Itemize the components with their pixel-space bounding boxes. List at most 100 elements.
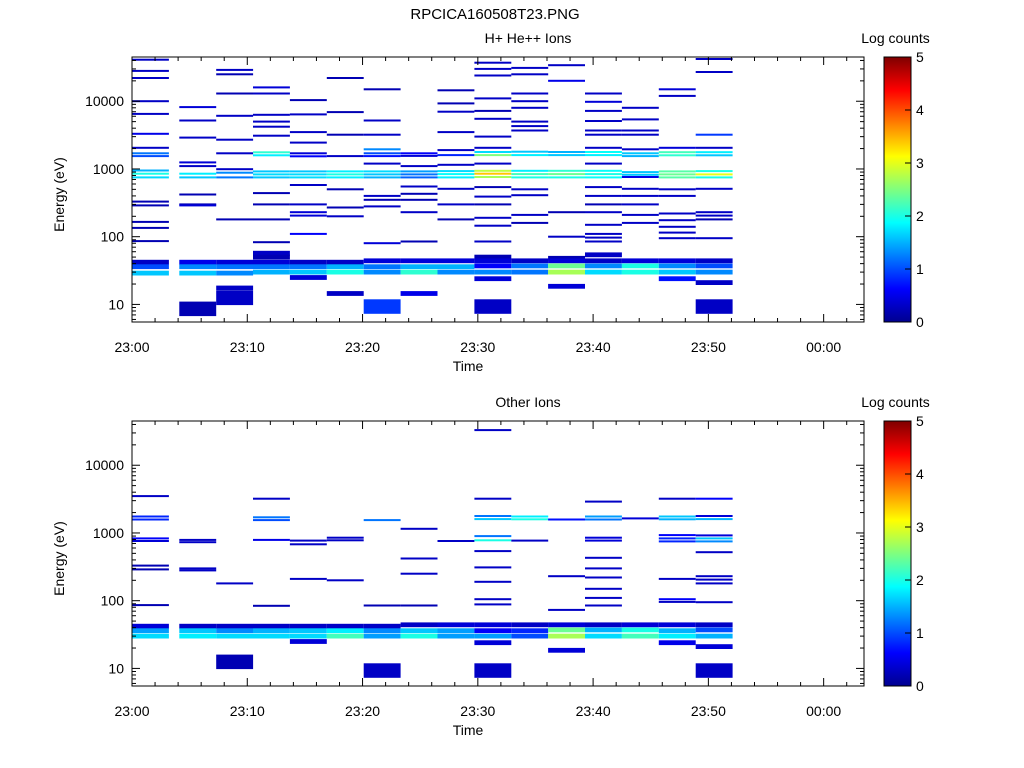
- heatmap-cell: [658, 622, 696, 628]
- heatmap-cell: [253, 218, 290, 221]
- heatmap-cell: [585, 100, 622, 103]
- heatmap-cell: [363, 176, 401, 179]
- colorbar-tick-label: 1: [916, 261, 924, 277]
- heatmap-cell: [363, 264, 401, 270]
- heatmap-cell: [695, 151, 733, 154]
- heatmap-cell: [289, 623, 327, 629]
- heatmap-cell: [585, 536, 622, 539]
- heatmap-cell: [132, 146, 169, 149]
- heatmap-cell: [548, 518, 585, 521]
- heatmap-cell: [132, 633, 169, 639]
- heatmap-cell: [474, 598, 512, 601]
- heatmap-cell: [253, 192, 290, 195]
- heatmap-cell: [216, 290, 254, 306]
- heatmap-cells: [132, 58, 733, 317]
- heatmap-cell: [474, 299, 512, 314]
- heatmap-cell: [695, 214, 733, 217]
- heatmap-cell: [695, 534, 733, 537]
- heatmap-cell: [363, 604, 401, 607]
- heatmap-cell: [179, 176, 217, 179]
- heatmap-cell: [658, 151, 696, 154]
- heatmap-cell: [585, 263, 622, 269]
- heatmap-cell: [474, 276, 512, 282]
- heatmap-cell: [474, 195, 512, 198]
- heatmap-cell: [658, 515, 696, 518]
- heatmap-cell: [253, 113, 290, 116]
- heatmap-cell: [437, 269, 475, 275]
- colorbar-tick-label: 4: [916, 466, 924, 482]
- heatmap-cell: [585, 604, 622, 607]
- heatmap-cell: [326, 269, 364, 275]
- heatmap-cell: [253, 170, 290, 173]
- heatmap-cell: [363, 242, 401, 245]
- heatmap-cell: [179, 172, 217, 175]
- heatmap-cell: [474, 146, 512, 149]
- heatmap-cell: [695, 601, 733, 604]
- heatmap-cell: [326, 111, 364, 114]
- heatmap-cell: [132, 77, 169, 79]
- heatmap-cell: [216, 259, 254, 265]
- heatmap-cell: [585, 203, 622, 206]
- heatmap-cell: [658, 628, 696, 634]
- heatmap-cell: [585, 129, 622, 132]
- heatmap-cell: [400, 622, 438, 628]
- x-tick-label: 23:40: [576, 339, 611, 355]
- heatmap-cell: [132, 58, 169, 61]
- heatmap-cell: [400, 258, 438, 264]
- heatmap-cell: [132, 270, 169, 276]
- heatmap-cell: [216, 171, 254, 174]
- heatmap-cell: [179, 270, 217, 276]
- heatmap-cell: [216, 73, 254, 76]
- heatmap-cell: [548, 173, 585, 176]
- heatmap-cell: [658, 534, 696, 537]
- heatmap-cell: [658, 219, 696, 222]
- heatmap-cell: [621, 171, 659, 174]
- heatmap-cell: [289, 176, 327, 179]
- heatmap-cell: [363, 198, 401, 201]
- heatmap-cell: [132, 132, 169, 135]
- heatmap-cell: [253, 516, 290, 519]
- heatmap-cell: [511, 173, 549, 176]
- heatmap-cell: [621, 269, 659, 275]
- heatmap-cell: [132, 152, 169, 155]
- heatmap-cell: [695, 71, 733, 73]
- heatmap-cell: [216, 264, 254, 270]
- heatmap-cell: [511, 100, 549, 103]
- y-tick-label: 10000: [85, 93, 124, 109]
- heatmap-cell: [253, 519, 290, 522]
- heatmap-cell: [585, 633, 622, 639]
- heatmap-cell: [585, 133, 622, 136]
- heatmap-cell: [179, 161, 217, 164]
- heatmap-cell: [474, 628, 512, 634]
- heatmap-cell: [695, 154, 733, 157]
- colorbar-tick-label: 0: [916, 678, 924, 694]
- heatmap-cell: [658, 640, 696, 646]
- heatmap-cell: [253, 250, 290, 256]
- y-tick-label: 10: [108, 660, 124, 676]
- heatmap-cell: [695, 269, 733, 275]
- heatmap-cell: [511, 120, 549, 123]
- colorbar-tick-label: 5: [916, 49, 924, 65]
- heatmap-cell: [437, 203, 475, 206]
- heatmap-cell: [585, 186, 622, 189]
- heatmap-cell: [511, 188, 549, 191]
- heatmap-cell: [548, 235, 585, 238]
- heatmap-cell: [400, 192, 438, 195]
- x-tick-label: 23:30: [460, 703, 495, 719]
- heatmap-cell: [621, 194, 659, 197]
- heatmap-cell: [474, 566, 512, 569]
- heatmap-cell: [511, 66, 549, 69]
- heatmap-cell: [621, 627, 659, 633]
- heatmap-cell: [585, 269, 622, 275]
- heatmap-cell: [326, 259, 364, 265]
- heatmap-cell: [179, 628, 217, 634]
- panel-2: Other Ions 23:00 23:10 23:20 23:30 23:40 23:50…: [51, 394, 930, 738]
- heatmap-cell: [474, 216, 512, 219]
- heatmap-cell: [585, 151, 622, 153]
- y-tick-label: 100: [101, 229, 125, 245]
- heatmap-cell: [548, 269, 585, 275]
- heatmap-cell: [216, 92, 254, 95]
- heatmap-cell: [658, 633, 696, 639]
- heatmap-cell: [474, 539, 512, 542]
- heatmap-cell: [658, 146, 696, 149]
